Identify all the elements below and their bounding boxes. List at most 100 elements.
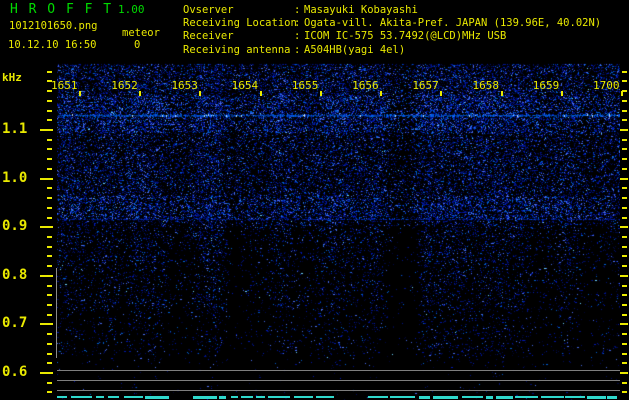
- info-separator: :: [294, 30, 301, 43]
- y-axis-minor-tick: [47, 70, 52, 73]
- y-axis-tick-label: 0.6: [2, 364, 28, 380]
- y-axis-minor-tick: [47, 294, 52, 297]
- y-axis-tick-label: 1.1: [2, 121, 28, 137]
- y-axis-minor-tick-right: [622, 90, 627, 93]
- y-axis-minor-tick-right: [622, 333, 627, 336]
- y-axis-minor-tick-right: [622, 70, 627, 73]
- observer-info-block: Ovserver: Masayuki Kobayashi Receiving Loc…: [183, 3, 601, 57]
- app-version: 1.00: [118, 3, 145, 16]
- info-row: Ovserver: Masayuki Kobayashi: [183, 3, 601, 16]
- y-axis-tick-label: 0.8: [2, 266, 28, 283]
- info-label: Receiver: [183, 30, 234, 43]
- y-axis-minor-tick: [47, 197, 52, 200]
- y-axis-minor-tick: [47, 391, 52, 394]
- y-axis-major-tick-right: [620, 177, 628, 180]
- y-axis-minor-tick-right: [622, 187, 627, 190]
- y-axis-minor-tick: [47, 235, 52, 238]
- info-value: Masayuki Kobayashi: [304, 3, 418, 16]
- y-axis-minor-tick: [47, 284, 52, 287]
- y-axis-minor-tick: [47, 352, 52, 355]
- y-axis-minor-tick: [47, 187, 52, 190]
- info-label: Receiving antenna: [183, 43, 291, 56]
- y-axis-minor-tick-right: [622, 362, 627, 365]
- y-axis-minor-tick-right: [622, 148, 627, 151]
- y-axis-major-tick: [40, 372, 53, 375]
- y-axis-minor-tick-right: [622, 245, 627, 248]
- y-axis-tick-label: 0.9: [2, 218, 28, 235]
- y-axis-major-tick-right: [620, 129, 628, 132]
- app-title: H R O F F T: [10, 2, 113, 17]
- y-axis-minor-tick-right: [622, 206, 627, 209]
- y-axis-minor-tick: [47, 313, 52, 316]
- y-axis-minor-tick-right: [622, 119, 627, 122]
- y-axis-minor-tick-right: [622, 80, 627, 83]
- y-axis-minor-tick: [47, 99, 52, 102]
- info-separator: :: [294, 3, 301, 16]
- y-axis-minor-tick-right: [622, 235, 627, 238]
- y-axis-minor-tick-right: [622, 391, 627, 394]
- y-axis-major-tick-right: [620, 372, 628, 375]
- y-axis-minor-tick: [47, 381, 52, 384]
- y-axis-minor-tick: [47, 109, 52, 112]
- y-axis-major-tick: [40, 274, 53, 277]
- y-axis-minor-tick-right: [622, 216, 627, 219]
- y-axis-minor-tick-right: [622, 294, 627, 297]
- x-axis-tick: [620, 91, 623, 96]
- output-filename: 1012101650.png: [9, 20, 98, 32]
- y-axis-minor-tick: [47, 138, 52, 141]
- info-label: Receiving Location: [183, 17, 297, 30]
- y-axis-tick-label: 0.7: [2, 315, 28, 332]
- meteor-count: 0: [134, 39, 141, 51]
- y-axis-minor-tick: [47, 80, 52, 83]
- y-axis-minor-tick-right: [622, 265, 627, 268]
- y-axis-minor-tick: [47, 119, 52, 122]
- y-axis-minor-tick-right: [622, 352, 627, 355]
- y-axis-major-tick: [40, 226, 53, 229]
- info-label: Ovserver: [183, 3, 234, 16]
- y-axis-minor-tick-right: [622, 255, 627, 258]
- y-axis-minor-tick-right: [622, 284, 627, 287]
- y-axis-minor-tick: [47, 265, 52, 268]
- y-axis-minor-tick-right: [622, 167, 627, 170]
- y-axis-minor-tick-right: [622, 313, 627, 316]
- y-axis-unit-label: kHz: [2, 71, 22, 84]
- info-row: Receiving antenna: A504HB(yagi 4el): [183, 43, 601, 56]
- y-axis-minor-tick: [47, 90, 52, 93]
- meteor-mode-label: meteor: [122, 27, 160, 39]
- info-row: Receiver: ICOM IC-575 53.7492(@LCD)MHz US…: [183, 30, 601, 43]
- info-value: Ogata-vill. Akita-Pref. JAPAN (139.96E, …: [304, 17, 602, 30]
- y-axis-minor-tick: [47, 362, 52, 365]
- y-axis-major-tick-right: [620, 274, 628, 277]
- y-axis-minor-tick: [47, 167, 52, 170]
- y-axis-minor-tick-right: [622, 342, 627, 345]
- info-value: A504HB(yagi 4el): [304, 43, 406, 56]
- y-axis-minor-tick-right: [622, 158, 627, 161]
- info-row: Receiving Location: Ogata-vill. Akita-Pre…: [183, 16, 601, 29]
- y-axis-minor-tick-right: [622, 381, 627, 384]
- y-axis-minor-tick-right: [622, 109, 627, 112]
- y-axis-minor-tick-right: [622, 99, 627, 102]
- y-axis-minor-tick: [47, 342, 52, 345]
- y-axis-major-tick: [40, 177, 53, 180]
- info-value: ICOM IC-575 53.7492(@LCD)MHz USB: [304, 30, 507, 43]
- y-axis-tick-label: 1.0: [2, 169, 28, 186]
- info-separator: :: [294, 17, 301, 30]
- y-axis-major-tick: [40, 129, 53, 132]
- y-axis-minor-tick: [47, 216, 52, 219]
- y-axis-minor-tick-right: [622, 197, 627, 200]
- y-axis-major-tick: [40, 323, 53, 326]
- y-axis-minor-tick: [47, 206, 52, 209]
- info-separator: :: [294, 43, 301, 56]
- y-axis-minor-tick-right: [622, 138, 627, 141]
- y-axis-major-tick-right: [620, 226, 628, 229]
- y-axis-minor-tick: [47, 148, 52, 151]
- datetime-stamp: 10.12.10 16:50: [8, 39, 97, 51]
- y-axis-minor-tick-right: [622, 303, 627, 306]
- y-axis-major-tick-right: [620, 323, 628, 326]
- spectrogram-canvas: [57, 62, 620, 400]
- y-axis-minor-tick: [47, 333, 52, 336]
- y-axis-minor-tick: [47, 303, 52, 306]
- y-axis-minor-tick: [47, 158, 52, 161]
- y-axis-minor-tick: [47, 245, 52, 248]
